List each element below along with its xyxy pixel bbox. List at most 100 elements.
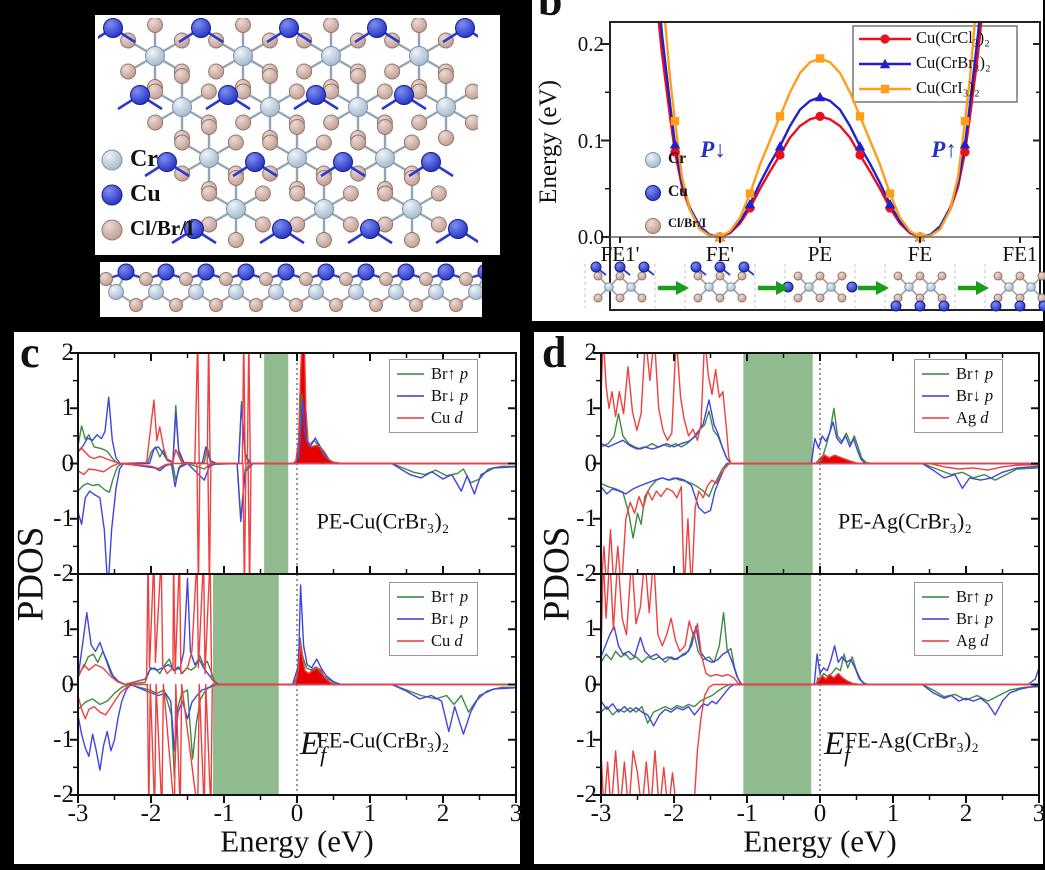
panel-c-subplot-1 <box>79 575 515 794</box>
pdos-curve-Ag-d-up <box>602 354 1038 465</box>
panel-c-letter: c <box>20 328 40 377</box>
panel-d-y-tick-label: -2 <box>576 781 597 808</box>
panel-b-category-label: FE <box>907 242 933 266</box>
atom-legend-label-cr: Cr <box>130 146 158 172</box>
legend-label: Br↓ p <box>956 386 994 405</box>
panel-c-x-tick-label: 1 <box>363 800 377 827</box>
panel-d-letter: d <box>542 328 567 377</box>
panel-c-y-tick-label: -2 <box>53 560 74 587</box>
panel-c-bottom-legend: Br↑ p Br↓ p Cu d <box>389 582 479 656</box>
panel-b-y-axis-label: Energy (eV) <box>534 80 562 204</box>
panel-c-fermi-label: Ef <box>300 726 327 767</box>
panel-c-y-tick-label: -1 <box>53 504 74 532</box>
panel-c-y-tick-label: 1 <box>61 615 75 643</box>
panel-b-legend-label: Cu(CrCl₃)₂ <box>916 28 990 47</box>
panel-d-x-tick-label: -1 <box>736 800 758 827</box>
panel-b-category-label: FE1 <box>1002 242 1038 266</box>
panel-d-x-tick-label: 3 <box>1032 800 1045 827</box>
panel-c-y-tick-label: 0 <box>61 449 75 477</box>
polarization-down-annotation: P↓ <box>700 136 726 162</box>
legend-label: Br↓ p <box>431 609 469 628</box>
panel-c-x-tick-label: 2 <box>436 800 450 827</box>
panel-c-x-tick-label: -2 <box>140 800 162 827</box>
phase-structure-inset <box>884 264 956 312</box>
panel-c-top-title: PE-Cu(CrBr₃)₂ <box>316 508 450 534</box>
panel-c-x-tick-label: 3 <box>509 800 523 827</box>
legend-line-swatch <box>922 617 949 621</box>
panel-d-x-tick-label: -3 <box>590 800 612 827</box>
panel-b-y-tick-label: 0.1 <box>577 128 604 153</box>
polarization-up-annotation: P↑ <box>931 136 957 162</box>
panel-c-bottom-title: FE-Cu(CrBr₃)₂ <box>316 727 450 753</box>
pdos-curve-Br-dn-p-dn <box>79 462 515 573</box>
panel-b-atom-legend-cr: Cr <box>668 150 687 167</box>
pdos-curve-Br-dn-p-dn <box>602 462 1038 514</box>
pdos-curve-Ag-d-dn <box>602 462 1038 573</box>
phase-structure-inset <box>584 261 656 308</box>
panel-d-y-tick-label: -2 <box>576 560 597 587</box>
legend-line-swatch <box>397 416 424 420</box>
panel-c-y-tick-label: 1 <box>61 394 75 422</box>
pdos-curve-Br-up-p-dn <box>79 462 515 520</box>
panel-d-y-tick-label: 2 <box>584 339 598 366</box>
panel-d-subplot-0 <box>602 354 1038 573</box>
panel-d-top-title: PE-Ag(CrBr₃)₂ <box>838 508 972 534</box>
pdos-curve-Cu-d-dn <box>79 462 515 573</box>
panel-b-letter: b <box>538 0 563 25</box>
phase-structure-inset <box>984 264 1045 312</box>
panel-d-top-legend: Br↑ p Br↓ p Ag d <box>914 359 1004 433</box>
legend-line-swatch <box>922 372 949 376</box>
green-arrowhead-icon <box>776 281 789 295</box>
panel-d-bottom-legend: Br↑ p Br↓ p Ag d <box>914 582 1004 656</box>
panel-d-y-tick-label: 1 <box>584 394 598 422</box>
legend-label: Br↓ p <box>956 609 994 628</box>
legend-line-swatch <box>397 595 424 599</box>
legend-line-swatch <box>922 416 949 420</box>
panel-c-y-tick-label: 0 <box>61 670 75 698</box>
pdos-curve-Br-dn-p-up <box>602 399 1038 465</box>
legend-label: Ag d <box>956 408 989 427</box>
atom-legend-label-cl-br-i: Cl/Br/I <box>130 216 195 240</box>
legend-label: Br↓ p <box>431 386 469 405</box>
panel-c-x-tick-label: -1 <box>213 800 235 827</box>
panel-d-x-tick-label: 2 <box>959 800 973 827</box>
panel-c-top-legend: Br↑ p Br↓ p Cu d <box>389 359 479 433</box>
panel-d-x-tick-label: -2 <box>663 800 685 827</box>
legend-line-swatch <box>922 639 949 643</box>
panel-d-y-tick-label: -1 <box>576 725 597 753</box>
pdos-curve-Br-dn-p-dn <box>79 683 515 771</box>
green-arrowhead-icon <box>876 281 889 295</box>
panel-b-axes-box <box>609 21 1041 311</box>
panel-b-y-tick-label: 0.2 <box>577 32 604 56</box>
green-arrowhead-icon <box>676 281 689 295</box>
panel-d-x-axis-label: Energy (eV) <box>743 823 897 859</box>
panel-c-subplot-0 <box>79 354 515 573</box>
legend-line-swatch <box>397 372 424 376</box>
pdos-curve-Cu-d-up <box>79 575 515 686</box>
panel-d-y-tick-label: 0 <box>584 449 598 477</box>
panel-d-y-tick-label: -1 <box>576 504 597 532</box>
legend-label: Cu d <box>431 631 463 650</box>
pdos-curve-Br-up-p-dn <box>79 683 515 780</box>
panel-c-y-tick-label: 2 <box>61 339 75 366</box>
pdos-curve-Br-dn-p-dn <box>602 683 1038 727</box>
pdos-curve-Br-up-p-dn <box>602 462 1038 539</box>
pdos-curve-Cu-d-dn <box>79 683 515 794</box>
pdos-curve-Br-dn-p-up <box>79 577 515 686</box>
legend-label: Br↑ p <box>431 364 469 383</box>
panel-d-y-tick-label: 0 <box>584 670 598 698</box>
pdos-curve-Br-up-p-up <box>79 636 515 686</box>
panel-d-x-tick-label: 0 <box>813 800 827 827</box>
green-arrowhead-icon <box>976 281 989 295</box>
panel-c-x-tick-label: -3 <box>67 800 89 827</box>
panel-b-atom-legend-cl-br-i: Cl/Br/I <box>668 216 707 230</box>
legend-label: Br↑ p <box>956 364 994 383</box>
panel-d-y-tick-label: 1 <box>584 615 598 643</box>
legend-line-swatch <box>397 394 424 398</box>
legend-label: Cu d <box>431 408 463 427</box>
panel-d-subplot-1 <box>602 575 1038 794</box>
pdos-curve-Cu-d-up <box>79 354 515 465</box>
legend-label: Ag d <box>956 631 989 650</box>
